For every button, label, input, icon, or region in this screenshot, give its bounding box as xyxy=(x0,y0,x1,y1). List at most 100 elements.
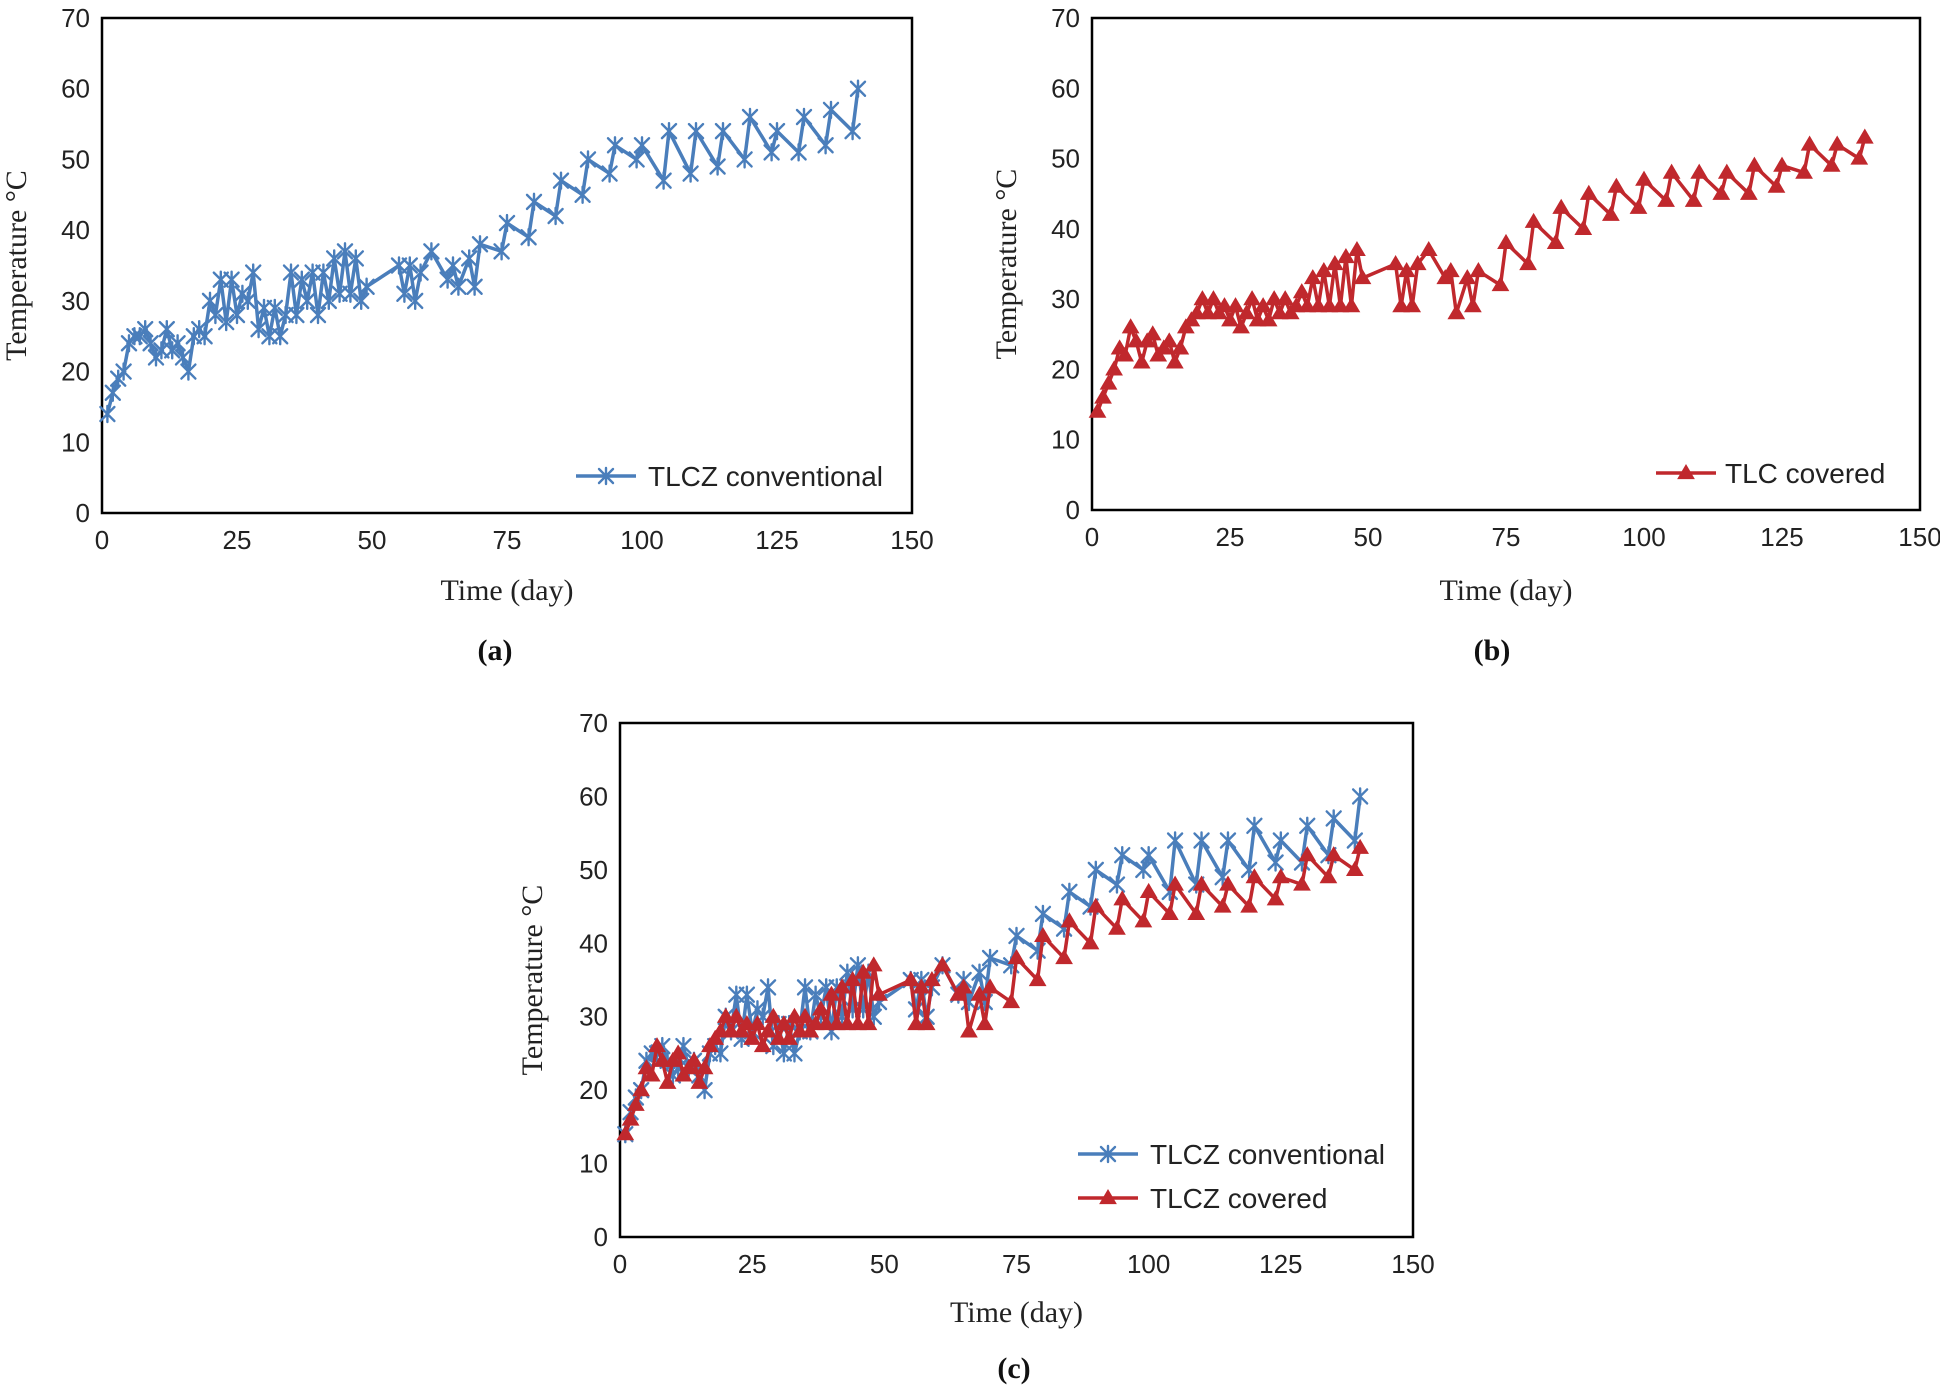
data-point xyxy=(1272,831,1290,850)
data-point xyxy=(158,319,175,339)
y-tick-label: 60 xyxy=(579,781,608,811)
legend-marker xyxy=(1099,1189,1117,1205)
data-point xyxy=(1392,297,1410,313)
data-point xyxy=(807,985,824,1004)
data-point xyxy=(690,1073,709,1089)
data-point xyxy=(1132,353,1151,369)
plot-frame xyxy=(100,16,914,515)
data-point xyxy=(1193,290,1212,306)
data-point xyxy=(1007,948,1026,965)
data-point xyxy=(1034,904,1052,924)
data-point xyxy=(616,1125,635,1141)
data-point xyxy=(1113,890,1132,906)
data-point xyxy=(1657,191,1675,207)
x-tick-label: 0 xyxy=(95,525,109,555)
data-point xyxy=(1298,297,1317,313)
data-point xyxy=(1292,283,1311,299)
data-point xyxy=(970,985,989,1001)
data-point xyxy=(1309,297,1328,313)
data-point xyxy=(1635,170,1653,186)
data-point xyxy=(1243,290,1261,306)
data-point xyxy=(1828,135,1847,151)
y-axis-title: Temperature °C xyxy=(0,170,33,361)
data-point xyxy=(669,1044,688,1060)
data-point xyxy=(975,1015,994,1031)
data-point xyxy=(660,121,678,141)
data-point xyxy=(207,305,224,325)
legend-label: TLC covered xyxy=(1725,458,1885,489)
y-tick-label: 10 xyxy=(61,427,90,457)
data-point xyxy=(843,971,862,987)
x-tick-label: 100 xyxy=(620,525,663,555)
data-point xyxy=(1127,332,1146,348)
data-point xyxy=(1160,332,1179,348)
data-point xyxy=(1271,868,1290,884)
data-point xyxy=(870,985,888,1001)
data-point xyxy=(960,1022,978,1038)
y-tick-label: 60 xyxy=(61,74,90,104)
data-point xyxy=(196,327,213,346)
data-point xyxy=(299,291,316,311)
y-tick-label: 10 xyxy=(1051,425,1080,455)
data-point xyxy=(682,164,699,183)
data-point xyxy=(1441,262,1460,278)
data-point xyxy=(1166,831,1184,850)
data-point xyxy=(169,334,186,353)
data-point xyxy=(764,1007,783,1023)
data-point xyxy=(1002,993,1021,1009)
y-tick-label: 70 xyxy=(579,708,608,738)
data-point xyxy=(223,270,240,289)
data-point xyxy=(1199,304,1217,320)
data-point xyxy=(272,327,289,346)
data-point xyxy=(525,192,543,212)
legend-marker xyxy=(597,466,615,486)
data-point xyxy=(1034,926,1052,943)
data-point xyxy=(759,1022,777,1038)
chart-panel-a: 0 25 50 75 100 125 150 0 10 20 30 40 50 60 70 Time (day… xyxy=(0,3,934,667)
data-point xyxy=(1204,290,1223,306)
data-point xyxy=(288,305,305,325)
data-point xyxy=(266,298,283,318)
data-point xyxy=(1232,318,1250,334)
data-point xyxy=(498,213,516,233)
data-point xyxy=(1166,875,1184,891)
data-point xyxy=(1353,269,1372,285)
data-point xyxy=(1061,882,1078,902)
data-point xyxy=(601,164,618,183)
y-tick-label: 50 xyxy=(61,144,90,174)
data-point xyxy=(844,121,861,141)
data-point xyxy=(1192,875,1211,891)
data-point xyxy=(753,1037,772,1053)
data-point xyxy=(1552,198,1571,214)
data-point xyxy=(1491,276,1510,292)
data-point xyxy=(99,404,116,424)
data-point xyxy=(981,978,999,994)
data-point xyxy=(822,985,841,1001)
data-point xyxy=(1114,845,1131,865)
data-point xyxy=(790,143,807,162)
data-point xyxy=(1143,325,1162,341)
data-point xyxy=(817,136,834,155)
data-point xyxy=(401,256,418,275)
data-point xyxy=(727,1007,746,1023)
data-point xyxy=(358,277,375,296)
y-tick-label: 50 xyxy=(579,855,608,885)
data-point xyxy=(621,1110,640,1126)
data-point xyxy=(342,284,359,303)
data-point xyxy=(423,242,440,261)
data-point xyxy=(1219,831,1237,850)
data-point xyxy=(1245,868,1264,884)
data-point xyxy=(1246,816,1263,835)
y-tick-label: 20 xyxy=(579,1075,608,1105)
data-point xyxy=(1767,177,1786,193)
x-axis-title: Time (day) xyxy=(950,1296,1083,1329)
data-point xyxy=(1060,912,1079,928)
data-point xyxy=(1348,240,1366,257)
x-tick-label: 150 xyxy=(1898,522,1940,552)
data-point xyxy=(461,249,478,268)
data-point xyxy=(736,150,753,169)
data-point xyxy=(1276,290,1295,306)
data-point xyxy=(1855,128,1874,144)
data-point xyxy=(1319,868,1338,884)
